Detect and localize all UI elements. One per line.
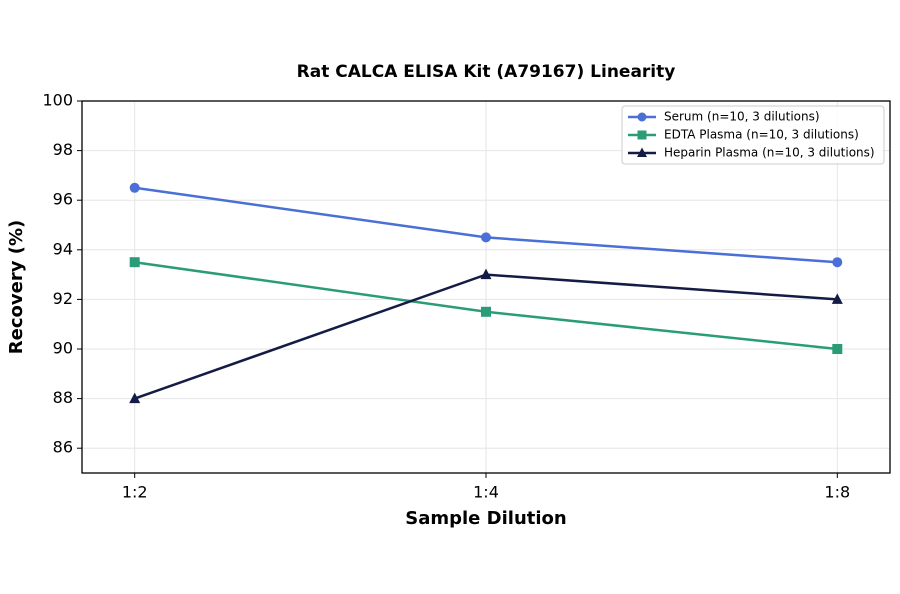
y-tick-label: 98 [53,140,73,159]
y-tick-label: 86 [53,438,73,457]
marker [480,268,492,280]
legend-label: Serum (n=10, 3 dilutions) [664,110,820,124]
chart-title: Rat CALCA ELISA Kit (A79167) Linearity [297,62,676,82]
y-tick-label: 96 [53,190,73,209]
x-tick-label: 1:2 [122,483,148,502]
marker [129,257,140,268]
y-tick-label: 100 [42,91,73,110]
x-tick-label: 1:8 [824,483,850,502]
legend-label: EDTA Plasma (n=10, 3 dilutions) [664,128,859,142]
y-tick-label: 88 [53,388,73,407]
legend-marker [637,147,647,157]
marker [481,306,491,317]
legend-label: Heparin Plasma (n=10, 3 dilutions) [664,146,875,160]
marker [481,232,491,243]
legend-marker [637,112,647,122]
x-tick-label: 1:4 [473,483,499,502]
y-tick-label: 94 [53,239,73,258]
marker [831,293,843,304]
legend-marker [637,130,647,140]
plot-frame [81,100,891,474]
x-axis-label: Sample Dilution [405,508,566,529]
legend-box [621,105,885,165]
y-tick-label: 90 [53,339,73,358]
marker [832,257,843,268]
marker [129,392,141,404]
marker [832,344,843,354]
y-tick-label: 92 [53,289,73,308]
marker [129,182,140,193]
y-axis-label: Recovery (%) [6,220,27,354]
